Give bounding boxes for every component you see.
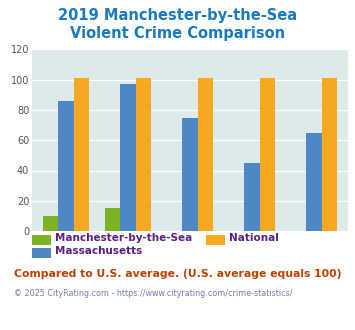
Bar (105, 208, 120, 231)
Text: Compared to U.S. average. (U.S. average equals 100): Compared to U.S. average. (U.S. average … (14, 269, 342, 279)
Text: National: National (229, 233, 279, 243)
Bar (58, 101, 74, 231)
Bar (322, 78, 337, 231)
Bar (260, 78, 275, 231)
Text: Manchester-by-the-Sea: Manchester-by-the-Sea (55, 233, 192, 243)
Bar (74, 78, 89, 231)
Text: 2019 Manchester-by-the-Sea: 2019 Manchester-by-the-Sea (58, 8, 297, 23)
Bar (182, 117, 198, 231)
Bar (136, 78, 151, 231)
Bar (198, 78, 213, 231)
Text: © 2025 CityRating.com - https://www.cityrating.com/crime-statistics/: © 2025 CityRating.com - https://www.city… (14, 289, 293, 298)
Bar (120, 84, 136, 231)
Bar (43, 216, 58, 231)
Text: Massachusetts: Massachusetts (55, 247, 142, 256)
Bar (306, 133, 322, 231)
Text: Violent Crime Comparison: Violent Crime Comparison (70, 26, 285, 41)
Bar (244, 163, 260, 231)
